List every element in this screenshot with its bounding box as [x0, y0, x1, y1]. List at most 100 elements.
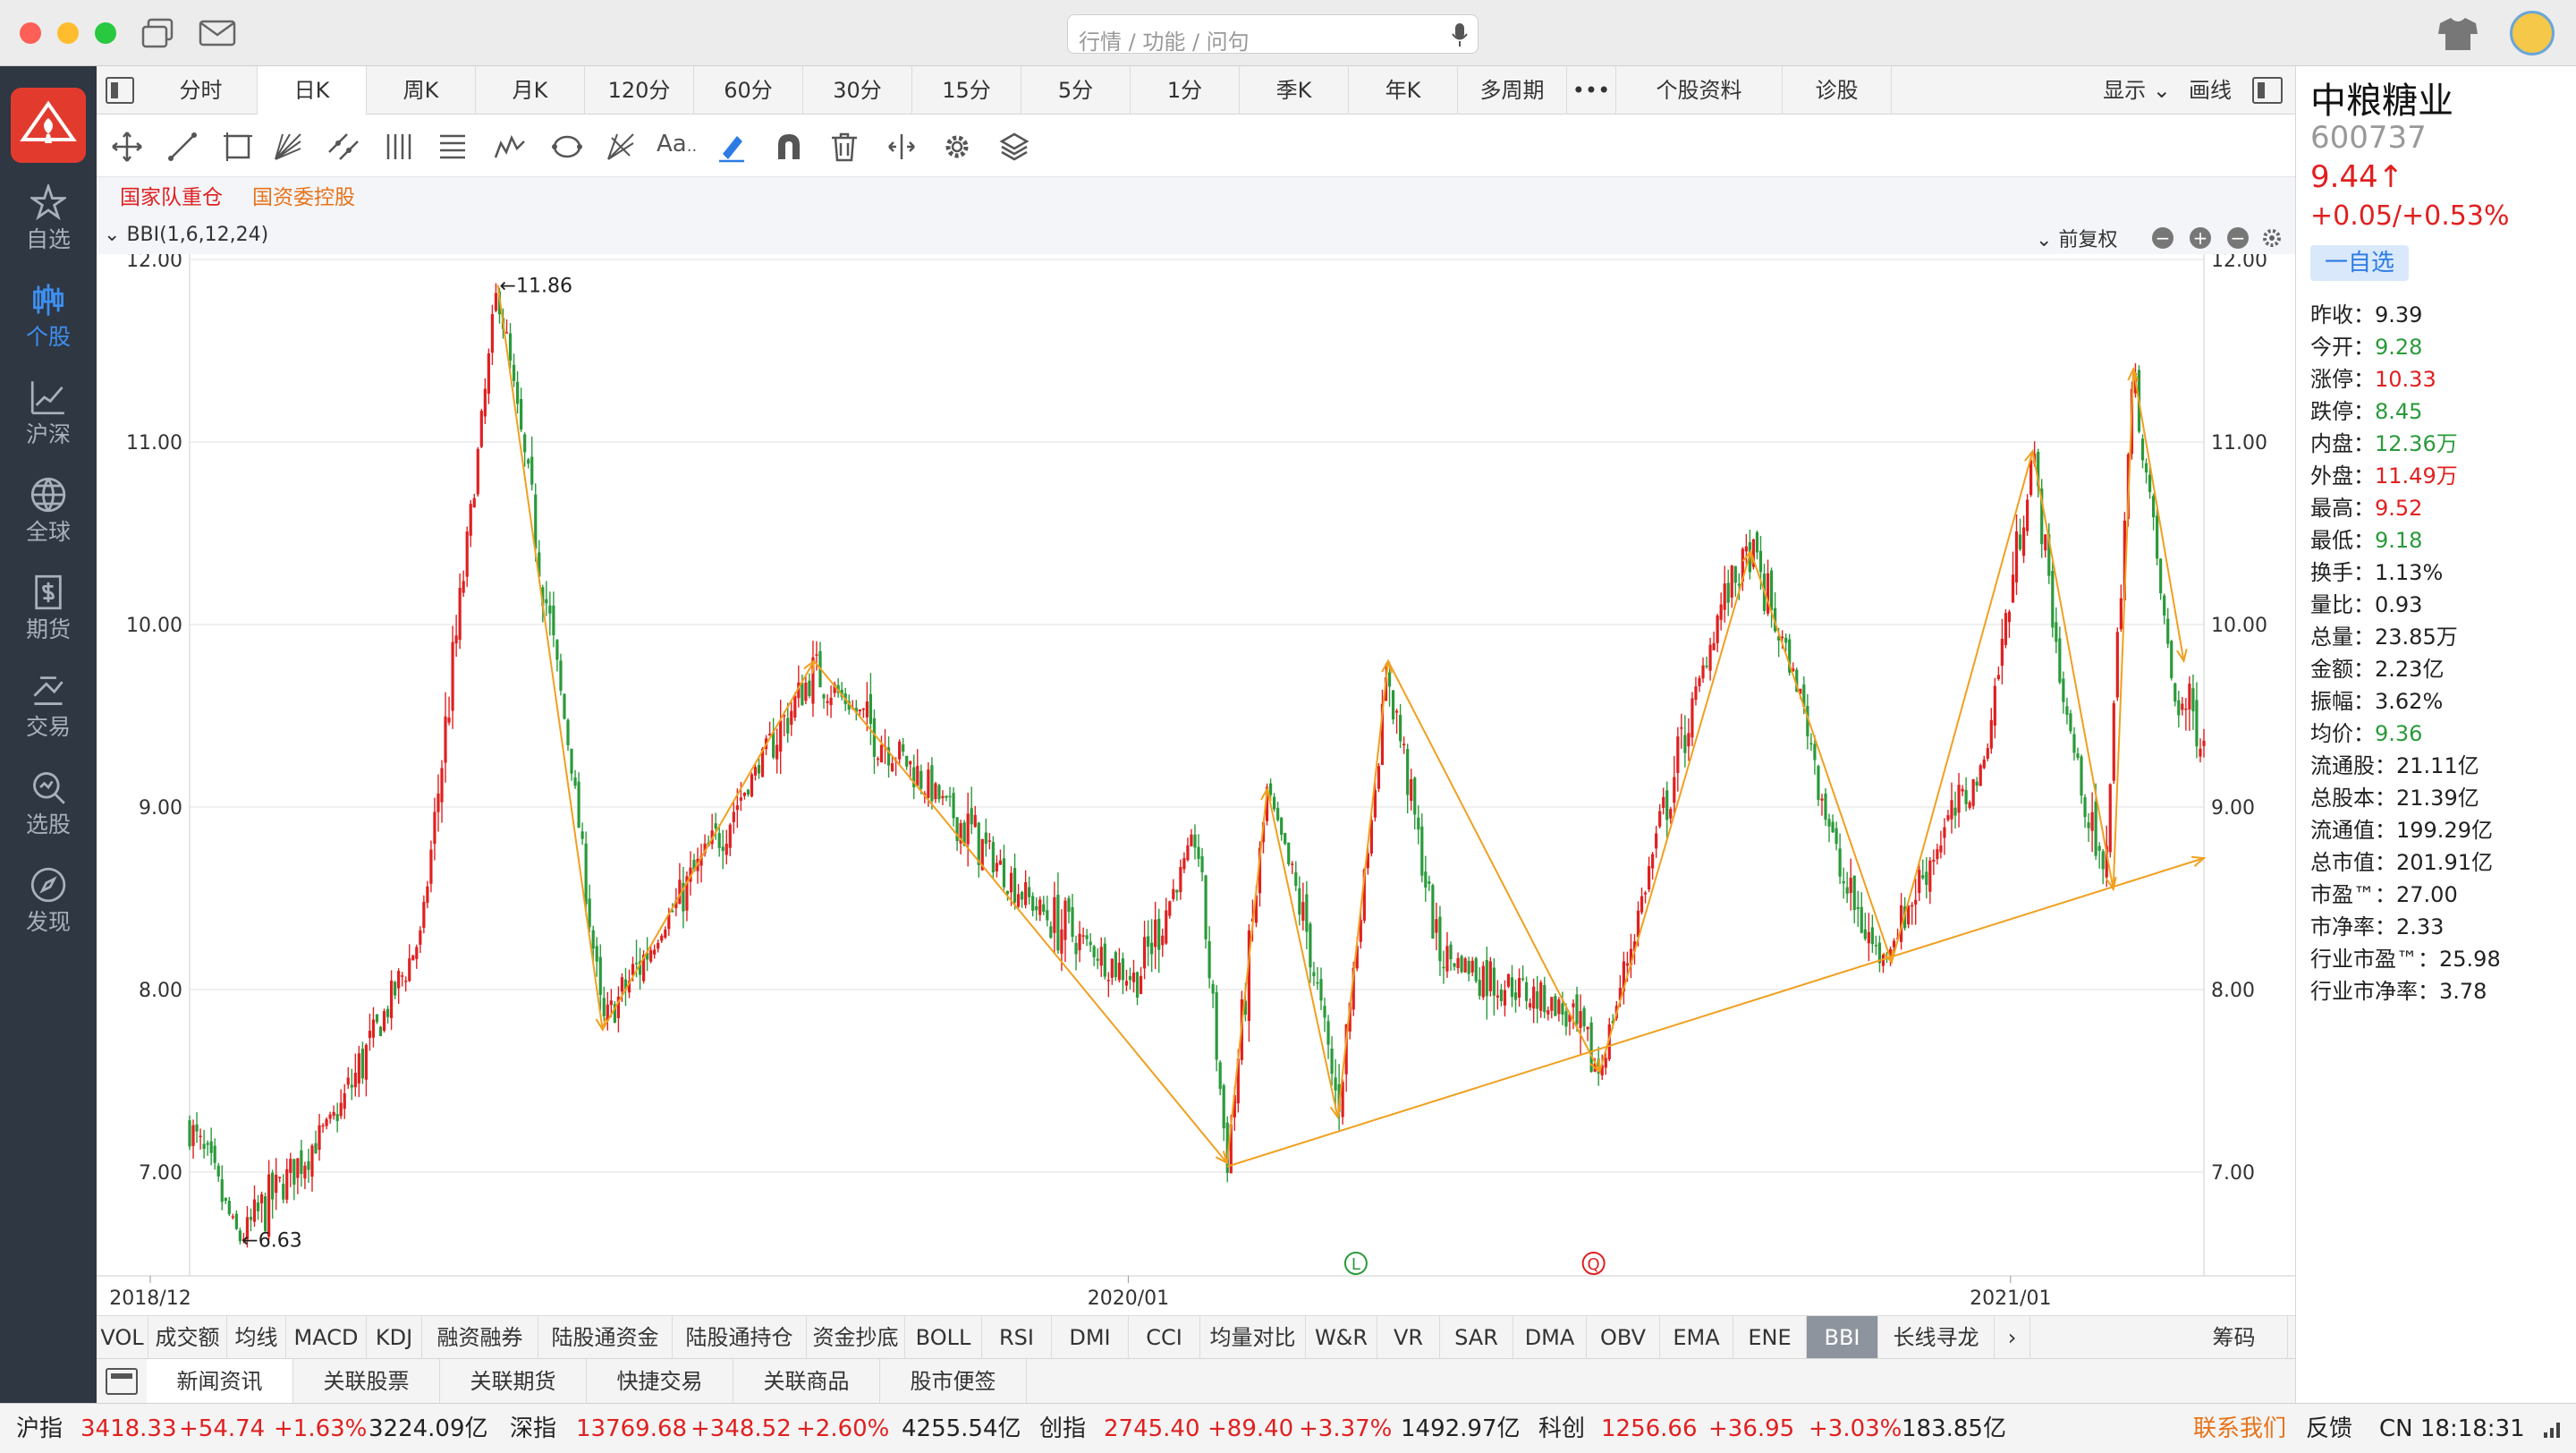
draw-line-button[interactable]: 画线 — [2189, 78, 2232, 103]
nav-item-2[interactable]: 沪深 — [0, 372, 97, 462]
period-tab-15[interactable]: 诊股 — [1783, 66, 1892, 115]
period-tab-10[interactable]: 季K — [1240, 66, 1349, 115]
settings-gear-icon[interactable] — [941, 131, 973, 163]
period-tab-12[interactable]: 多周期 — [1458, 66, 1567, 115]
magnet-icon[interactable] — [773, 131, 805, 163]
indicator-tab-13[interactable]: 均量对比 — [1200, 1316, 1306, 1359]
indicator-tab-0[interactable]: VOL — [97, 1316, 148, 1359]
right-panel-toggle-icon[interactable] — [2252, 77, 2283, 104]
highlighter-pen-icon[interactable] — [716, 131, 748, 163]
stock-tag[interactable]: 国家队重仓 — [120, 186, 223, 209]
indicator-tab-8[interactable]: 资金抄底 — [807, 1316, 905, 1359]
indicator-label[interactable]: ⌄ BBI(1,6,12,24) — [104, 224, 269, 246]
news-tab-3[interactable]: 快捷交易 — [587, 1359, 733, 1404]
user-avatar[interactable] — [2510, 11, 2555, 55]
indicator-tab-5[interactable]: 融资融券 — [422, 1316, 538, 1359]
multi-window-icon[interactable] — [141, 18, 175, 48]
rectangle-tool-icon[interactable] — [222, 131, 254, 163]
move-cross-icon[interactable] — [111, 131, 143, 163]
period-tab-0[interactable]: 分时 — [145, 66, 258, 115]
kline-chart[interactable]: 12.00 12.00 11.00 11.00 10.00 10.00 9.00 9.00 8.… — [97, 254, 2295, 1306]
index-name[interactable]: 科创 — [1538, 1415, 1586, 1442]
index-name[interactable]: 深指 — [510, 1415, 557, 1442]
indicator-tab-12[interactable]: CCI — [1129, 1316, 1200, 1359]
period-tab-11[interactable]: 年K — [1349, 66, 1458, 115]
layers-icon[interactable] — [998, 131, 1030, 163]
chip-distribution-tab[interactable]: 筹码 — [2181, 1316, 2288, 1359]
nav-item-4[interactable]: 期货 — [0, 567, 97, 657]
minimize-window-button[interactable] — [57, 22, 79, 44]
wave-pattern-icon[interactable] — [494, 131, 526, 163]
news-tab-4[interactable]: 关联商品 — [733, 1359, 880, 1404]
period-tab-1[interactable]: 日K — [258, 66, 367, 115]
indicator-tab-17[interactable]: DMA — [1513, 1316, 1587, 1359]
trash-icon[interactable] — [828, 131, 860, 163]
sidebar-toggle-icon[interactable] — [106, 77, 134, 104]
period-tab-9[interactable]: 1分 — [1131, 66, 1240, 115]
line-segment-icon[interactable] — [166, 131, 199, 163]
text-tool-icon[interactable]: Aa.. — [657, 131, 698, 157]
scroll-right-icon[interactable]: › — [1995, 1316, 2030, 1359]
search-input[interactable]: 行情 / 功能 / 问句 — [1067, 14, 1479, 55]
nav-item-3[interactable]: 全球 — [0, 470, 97, 559]
close-window-button[interactable] — [20, 22, 41, 44]
nav-item-0[interactable]: 自选 — [0, 177, 97, 267]
period-tab-2[interactable]: 周K — [367, 66, 476, 115]
indicator-tab-16[interactable]: SAR — [1440, 1316, 1513, 1359]
indicator-tab-14[interactable]: W&R — [1306, 1316, 1377, 1359]
period-tab-4[interactable]: 120分 — [585, 66, 694, 115]
indicator-tab-18[interactable]: OBV — [1587, 1316, 1660, 1359]
theme-shirt-icon[interactable] — [2436, 16, 2479, 52]
news-tab-5[interactable]: 股市便签 — [880, 1359, 1027, 1404]
indicator-tab-11[interactable]: DMI — [1052, 1316, 1129, 1359]
indicator-tab-2[interactable]: 均线 — [227, 1316, 286, 1359]
news-tab-2[interactable]: 关联期货 — [440, 1359, 587, 1404]
period-tab-7[interactable]: 15分 — [912, 66, 1021, 115]
chart-settings-icon[interactable] — [2261, 227, 2283, 249]
indicator-tab-9[interactable]: BOLL — [905, 1316, 982, 1359]
news-tab-0[interactable]: 新闻资讯 — [147, 1359, 293, 1404]
period-tab-3[interactable]: 月K — [476, 66, 585, 115]
period-tab-6[interactable]: 30分 — [803, 66, 912, 115]
vertical-lines-icon[interactable] — [383, 131, 415, 163]
index-name[interactable]: 沪指 — [16, 1415, 64, 1442]
indicator-tab-15[interactable]: VR — [1377, 1316, 1440, 1359]
display-menu-button[interactable]: 显示 ⌄ — [2103, 78, 2171, 103]
nav-item-6[interactable]: 选股 — [0, 762, 97, 852]
add-watchlist-button[interactable]: 一自选 — [2310, 245, 2409, 281]
zoom-out-icon[interactable]: − — [2152, 227, 2174, 249]
horizontal-levels-icon[interactable] — [436, 131, 469, 163]
mail-icon[interactable] — [199, 20, 236, 47]
indicator-tab-1[interactable]: 成交额 — [148, 1316, 227, 1359]
indicator-tab-7[interactable]: 陆股通持仓 — [673, 1316, 807, 1359]
indicator-tab-6[interactable]: 陆股通资金 — [538, 1316, 673, 1359]
zoom-in-icon[interactable]: + — [2190, 227, 2211, 249]
adjust-mode-dropdown[interactable]: ⌄ 前复权 — [2036, 229, 2118, 251]
contact-us-link[interactable]: 联系我们 — [2193, 1415, 2287, 1442]
indicator-tab-4[interactable]: KDJ — [367, 1316, 422, 1359]
period-tab-14[interactable]: 个股资料 — [1616, 66, 1783, 115]
indicator-tab-22[interactable]: 长线寻龙 — [1878, 1316, 1995, 1359]
indicator-tab-19[interactable]: EMA — [1660, 1316, 1733, 1359]
nav-item-7[interactable]: 发现 — [0, 860, 97, 949]
microphone-icon[interactable] — [1451, 22, 1469, 47]
nav-item-5[interactable]: 交易 — [0, 665, 97, 754]
cycle-ellipse-icon[interactable] — [551, 131, 583, 163]
period-tab-13[interactable]: ••• — [1567, 66, 1616, 115]
fit-width-icon[interactable] — [886, 131, 918, 163]
gann-angle-icon[interactable] — [605, 131, 637, 163]
stock-tag[interactable]: 国资委控股 — [252, 186, 355, 209]
feedback-button[interactable]: 反馈 — [2306, 1415, 2353, 1442]
period-tab-5[interactable]: 60分 — [694, 66, 803, 115]
parallel-channel-icon[interactable] — [327, 131, 360, 163]
index-name[interactable]: 创指 — [1039, 1415, 1087, 1442]
nav-item-1[interactable]: 个股 — [0, 275, 97, 364]
news-tab-1[interactable]: 关联股票 — [293, 1359, 440, 1404]
indicator-tab-21[interactable]: BBI — [1807, 1316, 1878, 1359]
fan-lines-icon[interactable] — [272, 131, 304, 163]
indicator-tab-10[interactable]: RSI — [982, 1316, 1052, 1359]
collapse-icon[interactable]: − — [2227, 227, 2249, 249]
period-tab-8[interactable]: 5分 — [1021, 66, 1131, 115]
indicator-tab-20[interactable]: ENE — [1733, 1316, 1807, 1359]
news-panel-toggle-icon[interactable] — [106, 1368, 138, 1395]
